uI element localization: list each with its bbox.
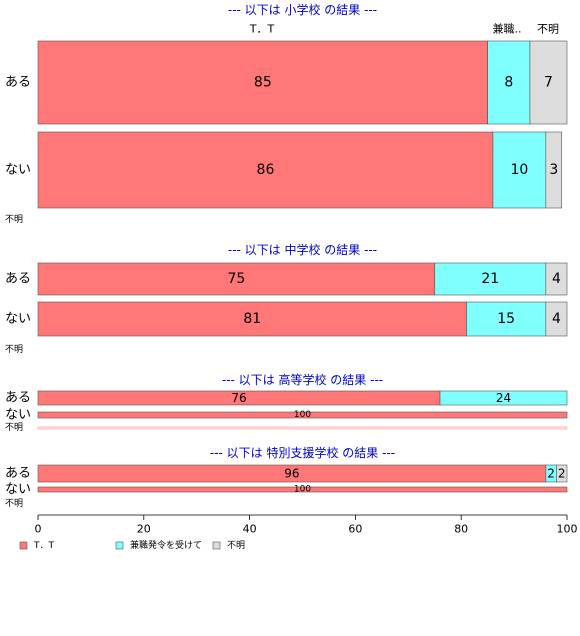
data-label: 3 xyxy=(549,162,558,178)
column-header: T．T xyxy=(249,23,275,36)
column-header: 不明 xyxy=(537,23,559,36)
empty-bar xyxy=(37,426,568,430)
column-header: 兼職.. xyxy=(493,23,522,36)
bar-segment xyxy=(545,131,563,209)
row-label: ない xyxy=(5,482,31,497)
bar-segment xyxy=(545,262,568,296)
row-label: ない xyxy=(5,163,31,178)
row-label: ある xyxy=(5,391,31,406)
data-label: 8 xyxy=(504,75,513,91)
data-label: 4 xyxy=(552,311,561,327)
bar-segment xyxy=(466,301,547,337)
data-label: 2 xyxy=(547,467,555,481)
row-label: ある xyxy=(5,75,31,90)
bar-segment xyxy=(529,40,568,125)
data-label: 24 xyxy=(496,391,511,405)
row-label: 不明 xyxy=(5,344,23,355)
row-label: ない xyxy=(5,408,31,423)
data-label: 7 xyxy=(544,75,553,91)
bar-segment xyxy=(439,390,568,406)
data-label: 15 xyxy=(497,311,515,327)
bar-segment xyxy=(545,301,568,337)
panel-title: --- 以下は 高等学校 の結果 --- xyxy=(222,372,383,387)
data-label: 76 xyxy=(231,391,246,405)
bar-segment xyxy=(37,486,568,493)
panel-title: --- 以下は 中学校 の結果 --- xyxy=(228,242,377,257)
bar-segment xyxy=(37,411,568,419)
bar-segment xyxy=(487,40,531,125)
x-tick-label: 100 xyxy=(557,523,578,536)
row-label: 不明 xyxy=(5,214,23,225)
data-label: 85 xyxy=(254,75,272,91)
bar-segment xyxy=(434,262,547,296)
bar-segment xyxy=(492,131,547,209)
data-label: 2 xyxy=(558,467,566,481)
row-label: 不明 xyxy=(5,498,23,509)
row-label: ある xyxy=(5,272,31,287)
x-tick-label: 0 xyxy=(35,523,42,536)
data-label: 75 xyxy=(227,271,245,287)
legend-swatch xyxy=(115,541,124,550)
bar-segment xyxy=(37,131,494,209)
x-tick-label: 20 xyxy=(137,523,151,536)
legend-swatch xyxy=(19,541,28,550)
x-tick-label: 60 xyxy=(348,523,362,536)
panel-title: --- 以下は 小学校 の結果 --- xyxy=(228,2,377,17)
bar-segment xyxy=(37,40,488,125)
bar-segment xyxy=(37,262,436,296)
bar-segment xyxy=(37,301,467,337)
legend-label: T．T xyxy=(33,541,54,551)
row-label: ない xyxy=(5,312,31,327)
data-label: 21 xyxy=(481,271,499,287)
data-label: 81 xyxy=(243,311,261,327)
panel-title: --- 以下は 特別支援学校 の結果 --- xyxy=(210,445,395,460)
data-label: 86 xyxy=(257,162,275,178)
x-tick-label: 80 xyxy=(454,523,468,536)
row-label: ある xyxy=(5,466,31,481)
data-label: 96 xyxy=(284,467,299,481)
data-label: 100 xyxy=(294,410,311,420)
data-label: 10 xyxy=(510,162,528,178)
x-tick-label: 40 xyxy=(243,523,257,536)
legend-swatch xyxy=(212,541,221,550)
bar-segment xyxy=(556,464,568,483)
row-label: 不明 xyxy=(5,422,23,433)
data-label: 4 xyxy=(552,271,561,287)
data-label: 100 xyxy=(294,485,311,495)
legend-label: 不明 xyxy=(227,540,245,551)
legend-label: 兼職発令を受けて xyxy=(130,539,202,551)
